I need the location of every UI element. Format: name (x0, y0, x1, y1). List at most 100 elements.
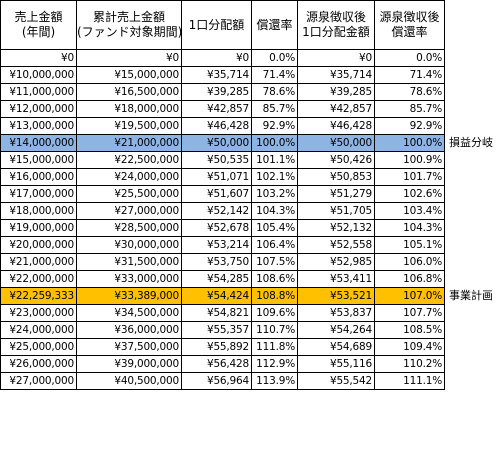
cell-net-distribution: ¥0 (297, 49, 375, 67)
table-row: ¥26,000,000 ¥39,000,000 ¥56,428 112.9% ¥55,1… (0, 355, 445, 373)
cell-distribution: ¥42,857 (181, 100, 252, 118)
header-line: 累計売上金額 (92, 10, 165, 24)
cell-annual-sales: ¥18,000,000 (0, 202, 77, 220)
cell-annual-sales: ¥27,000,000 (0, 372, 77, 390)
cell-cumulative-sales: ¥25,500,000 (76, 185, 182, 203)
table-row: ¥15,000,000 ¥22,500,000 ¥50,535 101.1% ¥50,4… (0, 151, 445, 169)
cell-redemption-rate: 113.9% (251, 372, 298, 390)
cell-cumulative-sales: ¥21,000,000 (76, 134, 182, 152)
cell-net-redemption-rate: 109.4% (374, 338, 445, 356)
cell-annual-sales: ¥26,000,000 (0, 355, 77, 373)
cell-redemption-rate: 102.1% (251, 168, 298, 186)
cell-cumulative-sales: ¥33,389,000 (76, 287, 182, 305)
cell-cumulative-sales: ¥16,500,000 (76, 83, 182, 101)
table-row: ¥10,000,000 ¥15,000,000 ¥35,714 71.4% ¥35,71… (0, 66, 445, 84)
table-row: ¥18,000,000 ¥27,000,000 ¥52,142 104.3% ¥51,7… (0, 202, 445, 220)
cell-net-redemption-rate: 92.9% (374, 117, 445, 135)
table-row: ¥21,000,000 ¥31,500,000 ¥53,750 107.5% ¥52,9… (0, 253, 445, 271)
cell-distribution: ¥51,071 (181, 168, 252, 186)
cell-redemption-rate: 106.4% (251, 236, 298, 254)
header-row: 売上金額 (年間) 累計売上金額 (ファンド対象期間) 1口分配額 償還率 源泉徴収後 1口分… (0, 0, 445, 50)
cell-net-redemption-rate: 111.1% (374, 372, 445, 390)
cell-annual-sales: ¥15,000,000 (0, 151, 77, 169)
cell-distribution: ¥50,535 (181, 151, 252, 169)
cell-redemption-rate: 104.3% (251, 202, 298, 220)
cell-net-distribution: ¥53,837 (297, 304, 375, 322)
cell-net-redemption-rate: 0.0% (374, 49, 445, 67)
cell-distribution: ¥39,285 (181, 83, 252, 101)
cell-annual-sales: ¥21,000,000 (0, 253, 77, 271)
cell-net-redemption-rate: 105.1% (374, 236, 445, 254)
cell-net-distribution: ¥55,542 (297, 372, 375, 390)
cell-redemption-rate: 112.9% (251, 355, 298, 373)
cell-net-distribution: ¥51,279 (297, 185, 375, 203)
cell-annual-sales: ¥17,000,000 (0, 185, 77, 203)
cell-annual-sales: ¥25,000,000 (0, 338, 77, 356)
cell-redemption-rate: 105.4% (251, 219, 298, 237)
table-row: ¥22,259,333 ¥33,389,000 ¥54,424 108.8% ¥53,5… (0, 287, 445, 305)
cell-net-redemption-rate: 101.7% (374, 168, 445, 186)
cell-annual-sales: ¥13,000,000 (0, 117, 77, 135)
table-row: ¥0 ¥0 ¥0 0.0% ¥0 0.0% (0, 49, 445, 67)
table-row: ¥11,000,000 ¥16,500,000 ¥39,285 78.6% ¥39,28… (0, 83, 445, 101)
table-row: ¥17,000,000 ¥25,500,000 ¥51,607 103.2% ¥51,2… (0, 185, 445, 203)
cell-net-redemption-rate: 106.0% (374, 253, 445, 271)
header-line: 1口分配額 (188, 17, 245, 32)
cell-net-distribution: ¥53,521 (297, 287, 375, 305)
cell-distribution: ¥55,892 (181, 338, 252, 356)
cell-net-redemption-rate: 100.9% (374, 151, 445, 169)
cell-cumulative-sales: ¥33,000,000 (76, 270, 182, 288)
cell-net-distribution: ¥50,000 (297, 134, 375, 152)
cell-distribution: ¥56,428 (181, 355, 252, 373)
cell-redemption-rate: 107.5% (251, 253, 298, 271)
table-row: ¥14,000,000 ¥21,000,000 ¥50,000 100.0% ¥50,0… (0, 134, 445, 152)
cell-net-redemption-rate: 104.3% (374, 219, 445, 237)
cell-distribution: ¥54,285 (181, 270, 252, 288)
cell-cumulative-sales: ¥0 (76, 49, 182, 67)
cell-cumulative-sales: ¥34,500,000 (76, 304, 182, 322)
cell-distribution: ¥53,214 (181, 236, 252, 254)
cell-redemption-rate: 101.1% (251, 151, 298, 169)
cell-distribution: ¥53,750 (181, 253, 252, 271)
cell-net-redemption-rate: 110.2% (374, 355, 445, 373)
cell-cumulative-sales: ¥15,000,000 (76, 66, 182, 84)
cell-cumulative-sales: ¥22,500,000 (76, 151, 182, 169)
table-row: ¥27,000,000 ¥40,500,000 ¥56,964 113.9% ¥55,5… (0, 372, 445, 390)
table-row: ¥25,000,000 ¥37,500,000 ¥55,892 111.8% ¥54,6… (0, 338, 445, 356)
payout-table: 売上金額 (年間) 累計売上金額 (ファンド対象期間) 1口分配額 償還率 源泉徴収後 1口分… (0, 0, 445, 390)
cell-redemption-rate: 110.7% (251, 321, 298, 339)
cell-annual-sales: ¥20,000,000 (0, 236, 77, 254)
header-line: 源泉徴収後 (305, 10, 366, 24)
cell-net-redemption-rate: 78.6% (374, 83, 445, 101)
header-line: (年間) (21, 25, 56, 39)
cell-net-distribution: ¥52,558 (297, 236, 375, 254)
cell-net-redemption-rate: 71.4% (374, 66, 445, 84)
header-line: 源泉徴収後 (379, 10, 440, 24)
cell-annual-sales: ¥10,000,000 (0, 66, 77, 84)
header-line: 償還率 (256, 17, 293, 32)
cell-net-distribution: ¥35,714 (297, 66, 375, 84)
cell-distribution: ¥52,142 (181, 202, 252, 220)
table-row: ¥12,000,000 ¥18,000,000 ¥42,857 85.7% ¥42,85… (0, 100, 445, 118)
cell-net-redemption-rate: 85.7% (374, 100, 445, 118)
table-body: ¥0 ¥0 ¥0 0.0% ¥0 0.0% ¥10,000,000 ¥15,000,000 ¥3… (0, 49, 445, 390)
cell-distribution: ¥46,428 (181, 117, 252, 135)
break-even-label: 損益分岐 (449, 136, 493, 149)
cell-distribution: ¥52,678 (181, 219, 252, 237)
header-cumulative-sales: 累計売上金額 (ファンド対象期間) (76, 0, 182, 50)
cell-distribution: ¥0 (181, 49, 252, 67)
cell-redemption-rate: 108.6% (251, 270, 298, 288)
cell-net-distribution: ¥54,264 (297, 321, 375, 339)
table-row: ¥19,000,000 ¥28,500,000 ¥52,678 105.4% ¥52,1… (0, 219, 445, 237)
header-distribution-per-unit: 1口分配額 (181, 0, 252, 50)
cell-redemption-rate: 103.2% (251, 185, 298, 203)
header-net-redemption-rate: 源泉徴収後 償還率 (374, 0, 445, 50)
cell-annual-sales: ¥22,259,333 (0, 287, 77, 305)
cell-cumulative-sales: ¥18,000,000 (76, 100, 182, 118)
cell-net-distribution: ¥53,411 (297, 270, 375, 288)
cell-net-redemption-rate: 100.0% (374, 134, 445, 152)
cell-net-distribution: ¥55,116 (297, 355, 375, 373)
cell-redemption-rate: 108.8% (251, 287, 298, 305)
cell-net-redemption-rate: 102.6% (374, 185, 445, 203)
cell-net-redemption-rate: 106.8% (374, 270, 445, 288)
